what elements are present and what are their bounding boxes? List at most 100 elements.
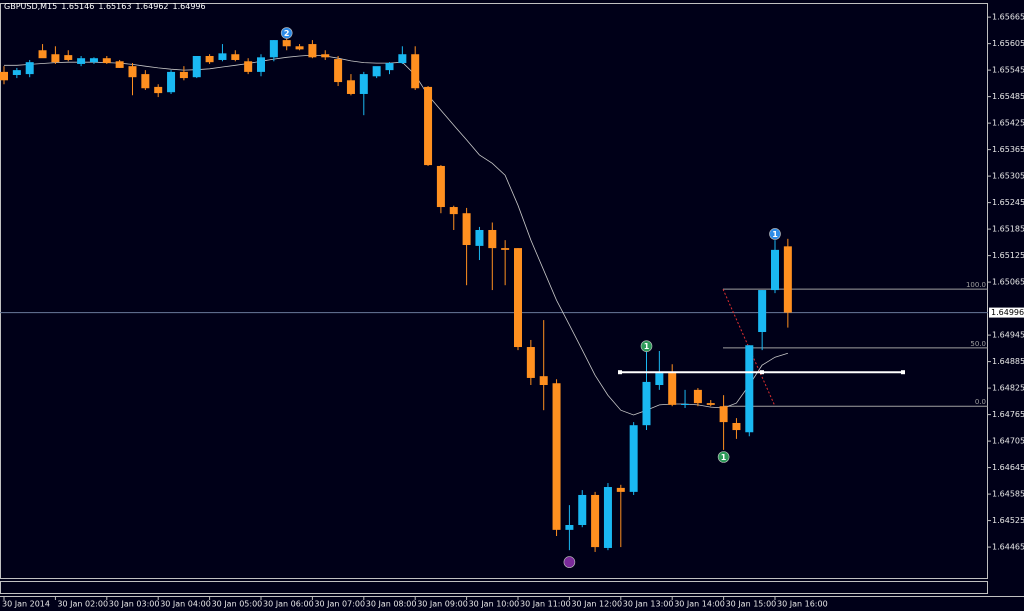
candle-body	[771, 249, 779, 291]
candle-body	[668, 372, 677, 405]
x-tick-label: 30 Jan 11:00	[520, 600, 571, 609]
candle-body	[693, 389, 702, 404]
x-tick-label: 30 Jan 02:00	[57, 600, 108, 609]
candle-body	[616, 487, 625, 492]
candle-body	[64, 55, 73, 60]
candle-body	[269, 40, 278, 58]
candle-body	[398, 54, 407, 64]
candle-body	[51, 54, 60, 63]
candle-body	[128, 66, 137, 78]
candle-body	[295, 46, 304, 50]
open-price: 1.65146	[61, 2, 95, 11]
current-price-label: 1.64996	[991, 308, 1024, 317]
candle-body	[424, 86, 433, 166]
signal-marker-label: 2	[284, 29, 290, 38]
y-tick-label: 1.64585	[992, 490, 1024, 499]
x-tick-label: 30 Jan 13:00	[623, 600, 674, 609]
low-price: 1.64962	[135, 2, 169, 11]
y-tick-label: 1.64465	[992, 543, 1024, 552]
fib-label: 0.0	[975, 398, 986, 406]
y-tick-label: 1.65125	[992, 251, 1024, 260]
candle-body	[308, 44, 317, 58]
y-tick-label: 1.65305	[992, 172, 1024, 181]
candle-body	[244, 61, 253, 72]
fib-label: 50.0	[970, 340, 986, 348]
candle-body	[552, 383, 561, 530]
candle-body	[179, 71, 188, 79]
symbol: GBPUSD,M15	[4, 2, 58, 11]
signal-marker	[563, 556, 576, 568]
y-tick-label: 1.65185	[992, 225, 1024, 234]
signal-marker	[280, 27, 293, 39]
x-tick-label: 30 Jan 15:00	[726, 600, 777, 609]
candle-body	[642, 381, 651, 426]
y-tick-label: 1.64885	[992, 357, 1024, 366]
indicator-window	[0, 581, 988, 594]
candle-body	[385, 63, 394, 71]
candle-body	[578, 494, 587, 526]
x-tick-label: 30 Jan 2014	[2, 600, 50, 609]
candle-body	[282, 40, 291, 47]
y-tick-label: 1.65065	[992, 278, 1024, 287]
line-handle	[760, 370, 764, 375]
x-tick-label: 30 Jan 10:00	[469, 600, 520, 609]
candle-body	[115, 61, 124, 68]
candle-body	[334, 59, 343, 83]
x-tick-label: 30 Jan 06:00	[263, 600, 314, 609]
signal-marker	[717, 451, 730, 463]
y-tick-label: 1.64945	[992, 331, 1024, 340]
candle-body	[501, 248, 510, 250]
candle-body	[436, 165, 445, 208]
y-tick-label: 1.64705	[992, 437, 1024, 446]
high-price: 1.65163	[98, 2, 132, 11]
signal-marker	[640, 340, 653, 352]
candle-body	[218, 53, 227, 60]
y-tick-label: 1.64525	[992, 516, 1024, 525]
y-tick-label: 1.65665	[992, 13, 1024, 22]
line-handle	[901, 370, 905, 375]
line-handle	[618, 370, 622, 375]
candle-body	[783, 246, 792, 313]
candle-body	[167, 71, 176, 93]
current-price-box	[989, 307, 1024, 318]
signal-marker-label: 1	[772, 230, 778, 239]
candle-body	[89, 58, 98, 63]
candle-body	[514, 248, 522, 348]
x-tick-label: 30 Jan 16:00	[777, 600, 828, 609]
y-tick-label: 1.64765	[992, 410, 1024, 419]
candle-body	[346, 80, 355, 94]
y-tick-label: 1.65605	[992, 39, 1024, 48]
y-tick-label: 1.65545	[992, 66, 1024, 75]
candle-body	[539, 376, 548, 386]
y-tick-label: 1.65425	[992, 119, 1024, 128]
candle-body	[449, 207, 458, 215]
candle-body	[488, 229, 497, 249]
y-tick-label: 1.65245	[992, 198, 1024, 207]
candle-body	[372, 66, 381, 77]
candle-body	[629, 425, 638, 492]
y-tick-label: 1.64645	[992, 463, 1024, 472]
x-tick-label: 30 Jan 07:00	[314, 600, 365, 609]
y-tick-label: 1.65485	[992, 92, 1024, 101]
moving-average	[4, 54, 789, 416]
candle-body	[0, 71, 8, 81]
candle-body	[475, 229, 484, 246]
y-tick-label: 1.64825	[992, 384, 1024, 393]
candle-body	[77, 58, 86, 64]
candle-body	[591, 494, 600, 548]
candle-body	[102, 58, 111, 64]
candle-body	[205, 55, 214, 63]
x-tick-label: 30 Jan 14:00	[674, 600, 725, 609]
y-tick-label: 1.65365	[992, 145, 1024, 154]
fib-label: 100.0	[966, 281, 986, 289]
candle-body	[321, 54, 330, 58]
candle-body	[732, 422, 741, 431]
candle-body	[603, 487, 612, 548]
signal-marker-label: 1	[644, 342, 650, 351]
candle-body	[411, 54, 420, 89]
candle-body	[257, 57, 265, 72]
chart-header: GBPUSD,M15 1.65146 1.65163 1.64962 1.64996	[4, 2, 210, 11]
